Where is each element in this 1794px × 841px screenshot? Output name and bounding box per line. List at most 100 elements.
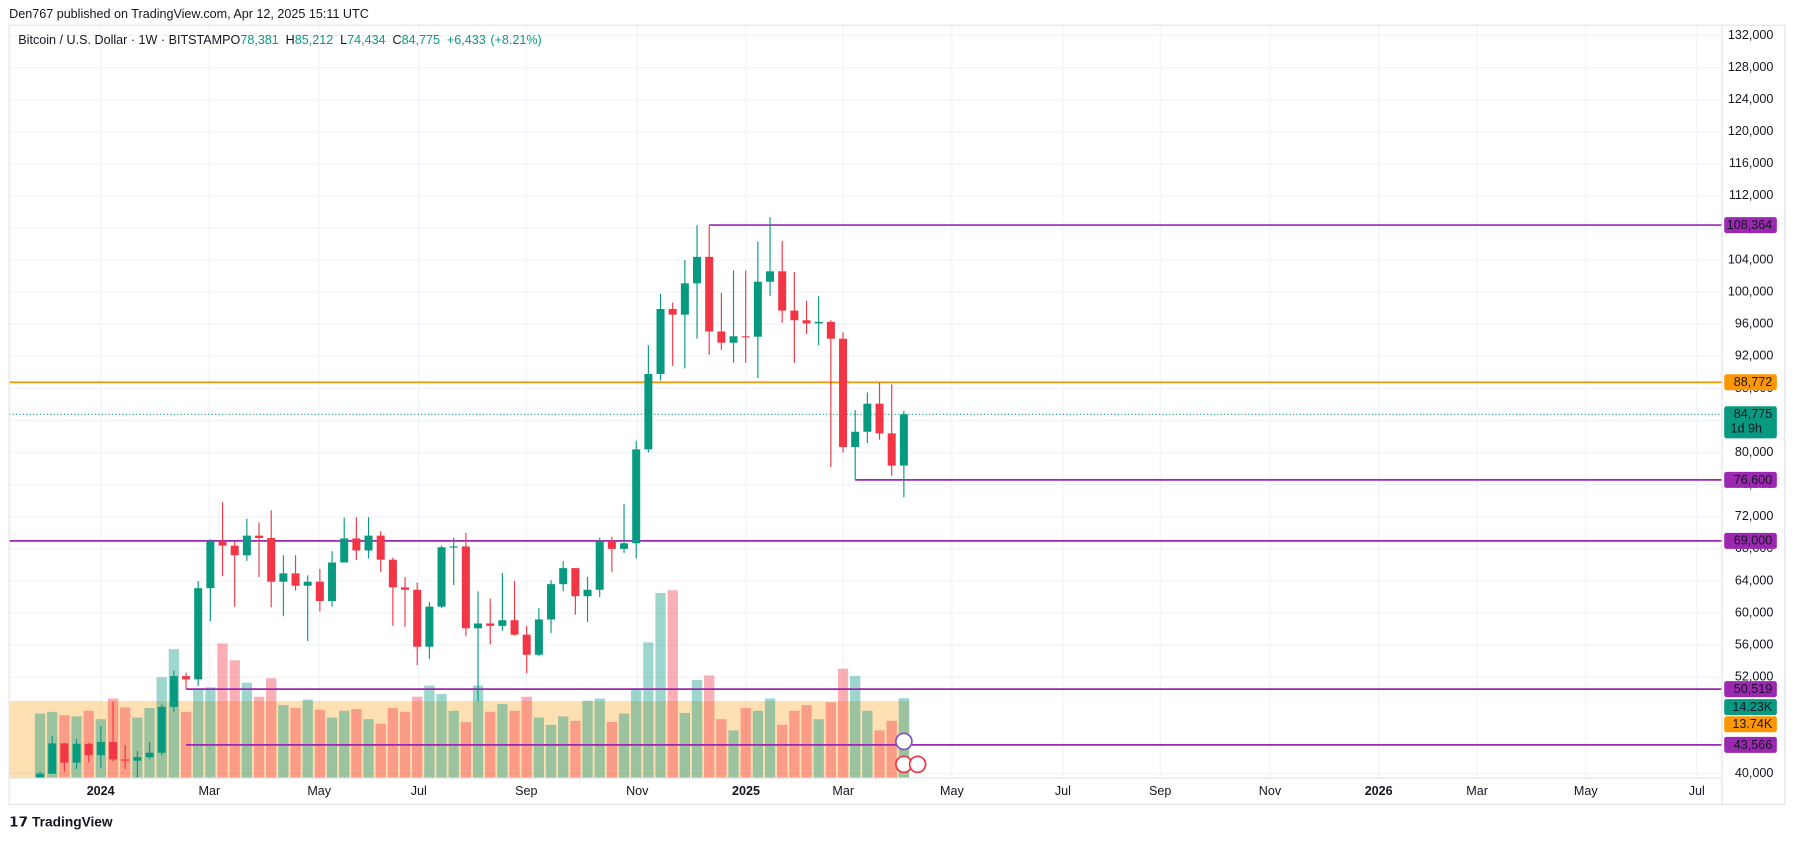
event-icon[interactable] (908, 755, 927, 774)
candle-body (242, 535, 251, 556)
legend-key: O (231, 34, 241, 48)
level-label: 69,000 (1734, 534, 1772, 548)
candle-body (291, 573, 300, 586)
candle-body (766, 271, 775, 282)
volume-bar (387, 707, 399, 779)
volume-bar (229, 660, 240, 779)
x-tick-label: Nov (626, 784, 649, 798)
candle-body (230, 545, 239, 556)
y-tick-label: 100,000 (1728, 284, 1773, 298)
x-tick-label: May (1574, 784, 1598, 798)
candle-body (474, 623, 483, 629)
volume-bar (704, 675, 715, 779)
volume-bar (193, 688, 204, 779)
candle-body (340, 538, 349, 563)
candle-body (510, 620, 519, 635)
legend-value: 85,212 (295, 34, 333, 48)
candle-body (534, 619, 543, 655)
volume-bar (302, 699, 313, 779)
volume-bar (813, 719, 824, 779)
event-icon[interactable] (894, 732, 913, 751)
candle-body (644, 373, 653, 450)
candle-body (461, 546, 470, 629)
volume-bar (205, 687, 216, 779)
volume-bar (217, 643, 228, 779)
volume-bar (850, 676, 861, 779)
candle-body (218, 541, 227, 546)
volume-bar (521, 696, 532, 779)
volume-bar (278, 705, 289, 779)
candle-body (121, 759, 130, 761)
legend-key: C (392, 34, 401, 48)
countdown: 1d 9h (1730, 421, 1761, 435)
candle-body (388, 559, 397, 588)
brand-logo: 𝟭𝟳 (9, 814, 28, 829)
level-box (1724, 374, 1777, 391)
publisher-line: Den767 published on TradingView.com, Apr… (9, 7, 369, 21)
level-label: 88,772 (1734, 375, 1772, 389)
x-tick-label: Jul (411, 784, 427, 798)
last-price-label: 84,775 (1734, 407, 1772, 421)
volume-bar (436, 693, 447, 779)
volume-bar (570, 720, 581, 779)
candle-body (157, 706, 166, 753)
y-tick-label: 92,000 (1735, 349, 1773, 363)
legend-change: +6,433 (447, 34, 486, 48)
y-tick-label: 120,000 (1728, 124, 1773, 138)
level-box (1724, 532, 1777, 549)
volume-bar (825, 702, 837, 779)
y-tick-label: 60,000 (1735, 605, 1773, 619)
last-price-box (1724, 406, 1777, 439)
volume-bar (777, 724, 788, 779)
candle-body (413, 589, 422, 647)
candle-body (48, 743, 57, 774)
volume-bar (241, 682, 253, 779)
volume-bar (363, 719, 374, 779)
candle-body (194, 588, 203, 680)
y-tick-label: 104,000 (1728, 252, 1773, 266)
volume-bar (874, 730, 885, 779)
candle-body (145, 752, 154, 758)
candle-body (352, 538, 361, 551)
volume-bar (594, 698, 605, 779)
candle-body (717, 331, 726, 343)
volume-bar (460, 721, 472, 779)
level-label: 76,600 (1734, 473, 1772, 487)
candle-body (851, 431, 860, 447)
candle-body (109, 741, 118, 760)
candle-body (182, 676, 191, 680)
candle-body (705, 256, 714, 332)
x-tick-label: May (307, 784, 331, 798)
candle-body (753, 281, 762, 337)
legend: Bitcoin / U.S. Dollar · 1W · BITSTAMPO78… (18, 34, 541, 48)
candle-body (315, 581, 324, 602)
candle-body (133, 757, 142, 761)
candle-body (303, 581, 312, 586)
volume-bar (497, 704, 508, 779)
candle-body (36, 773, 45, 779)
volume-bar (716, 719, 727, 779)
candle-body (72, 743, 81, 763)
legend-key: H (286, 34, 295, 48)
candle-body (729, 336, 738, 343)
candle-body (814, 321, 823, 324)
level-box (1724, 471, 1777, 488)
level-box (1724, 736, 1777, 753)
candle-body (887, 433, 896, 466)
x-tick-label: 2025 (732, 784, 760, 798)
y-tick-label: 56,000 (1735, 637, 1773, 651)
y-tick-label: 96,000 (1735, 317, 1773, 331)
candle-body (620, 543, 629, 549)
levels (9, 224, 1722, 746)
volume-bar (667, 590, 678, 779)
x-tick-label: Sep (1149, 784, 1171, 798)
level-label: 50,519 (1734, 682, 1772, 696)
volume-bar (691, 679, 703, 779)
volume-bar (801, 705, 812, 779)
candle-body (559, 568, 568, 585)
x-tick-label: Sep (515, 784, 537, 798)
symbol: Bitcoin / U.S. Dollar · 1W · BITSTAMP (18, 34, 230, 48)
candle-body (449, 546, 458, 548)
y-tick-label: 80,000 (1735, 445, 1773, 459)
volume-bar (655, 593, 666, 779)
